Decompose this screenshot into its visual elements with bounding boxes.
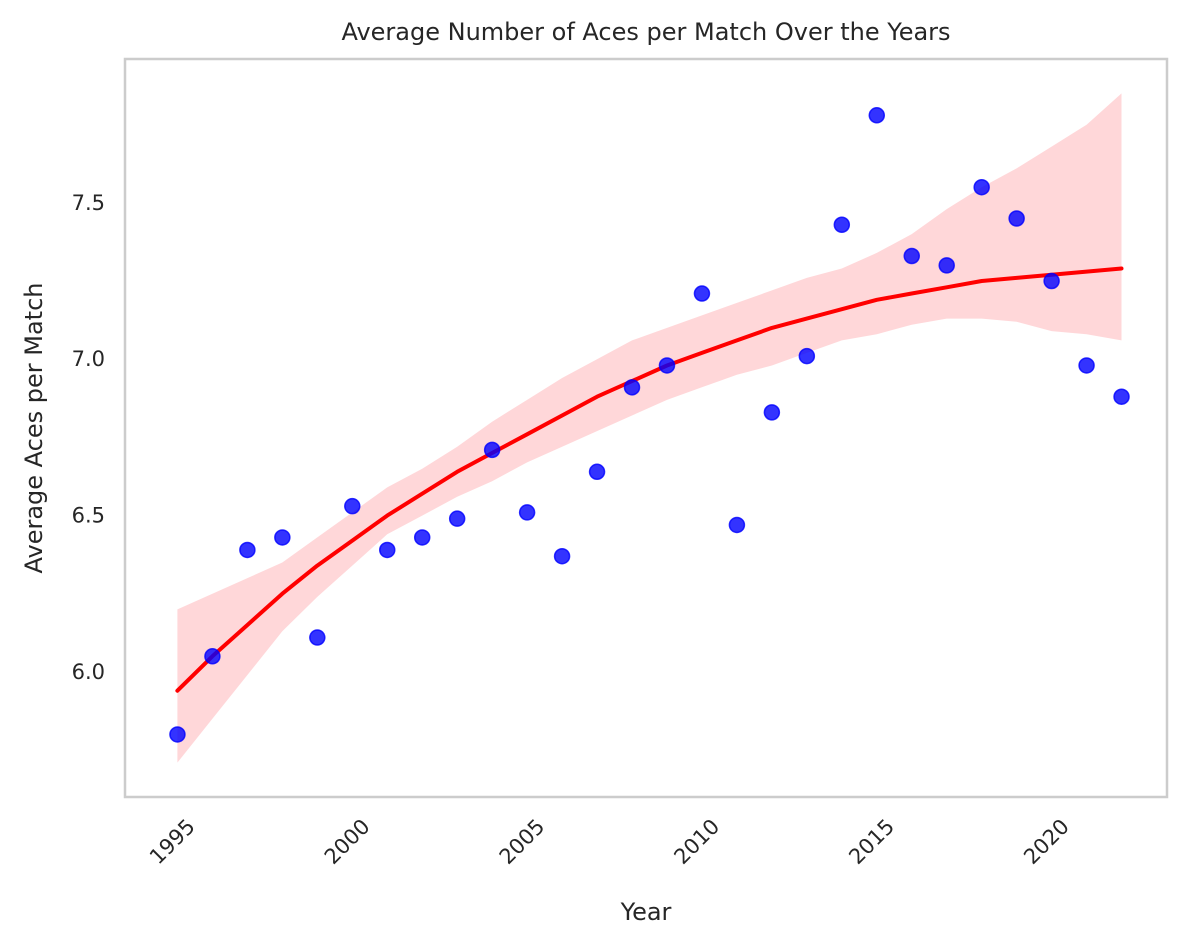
data-point <box>553 547 571 565</box>
x-tick-labels: 1995 2000 2005 2010 2015 2020 <box>145 814 1074 869</box>
data-point <box>798 347 816 365</box>
data-point <box>763 404 781 421</box>
data-point <box>309 629 326 646</box>
x-tick-label: 2010 <box>669 814 724 869</box>
data-point <box>169 726 186 743</box>
data-point <box>973 178 990 196</box>
data-point <box>378 541 396 559</box>
data-point <box>588 463 606 481</box>
data-point <box>658 357 676 374</box>
data-point <box>623 379 641 396</box>
x-tick-label: 2020 <box>1019 814 1074 869</box>
data-point <box>1113 388 1130 405</box>
data-point <box>204 648 221 665</box>
confidence-band <box>177 93 1122 763</box>
data-point <box>344 497 361 515</box>
data-point <box>1078 357 1095 374</box>
data-point <box>239 541 256 559</box>
y-tick-label: 6.0 <box>72 660 105 684</box>
y-tick-label: 6.5 <box>72 504 105 528</box>
data-point <box>413 529 431 546</box>
data-point <box>903 247 920 265</box>
data-point <box>693 285 711 302</box>
x-tick-label: 2000 <box>320 814 375 869</box>
y-tick-label: 7.0 <box>72 347 105 371</box>
x-axis-label: Year <box>620 898 672 926</box>
data-point <box>938 257 955 274</box>
scatter-points-layer <box>169 107 1130 743</box>
data-point <box>1043 272 1060 290</box>
y-tick-labels: 6.0 6.5 7.0 7.5 <box>72 191 105 684</box>
data-point <box>1008 210 1025 227</box>
data-point <box>274 529 291 546</box>
data-point <box>448 510 466 527</box>
y-tick-label: 7.5 <box>72 191 105 215</box>
data-point <box>833 216 851 233</box>
data-point <box>728 516 746 534</box>
x-tick-label: 1995 <box>145 814 200 869</box>
data-point <box>868 107 886 124</box>
confidence-band-layer <box>177 93 1122 763</box>
data-point <box>518 504 536 521</box>
x-tick-label: 2015 <box>844 814 899 869</box>
chart-title: Average Number of Aces per Match Over th… <box>341 18 950 46</box>
fit-line-layer <box>175 266 1124 693</box>
x-tick-label: 2005 <box>495 814 550 869</box>
y-axis-label: Average Aces per Match <box>20 283 48 574</box>
regression-line <box>175 266 1124 693</box>
data-point <box>483 441 501 459</box>
plot-frame <box>123 57 1169 799</box>
